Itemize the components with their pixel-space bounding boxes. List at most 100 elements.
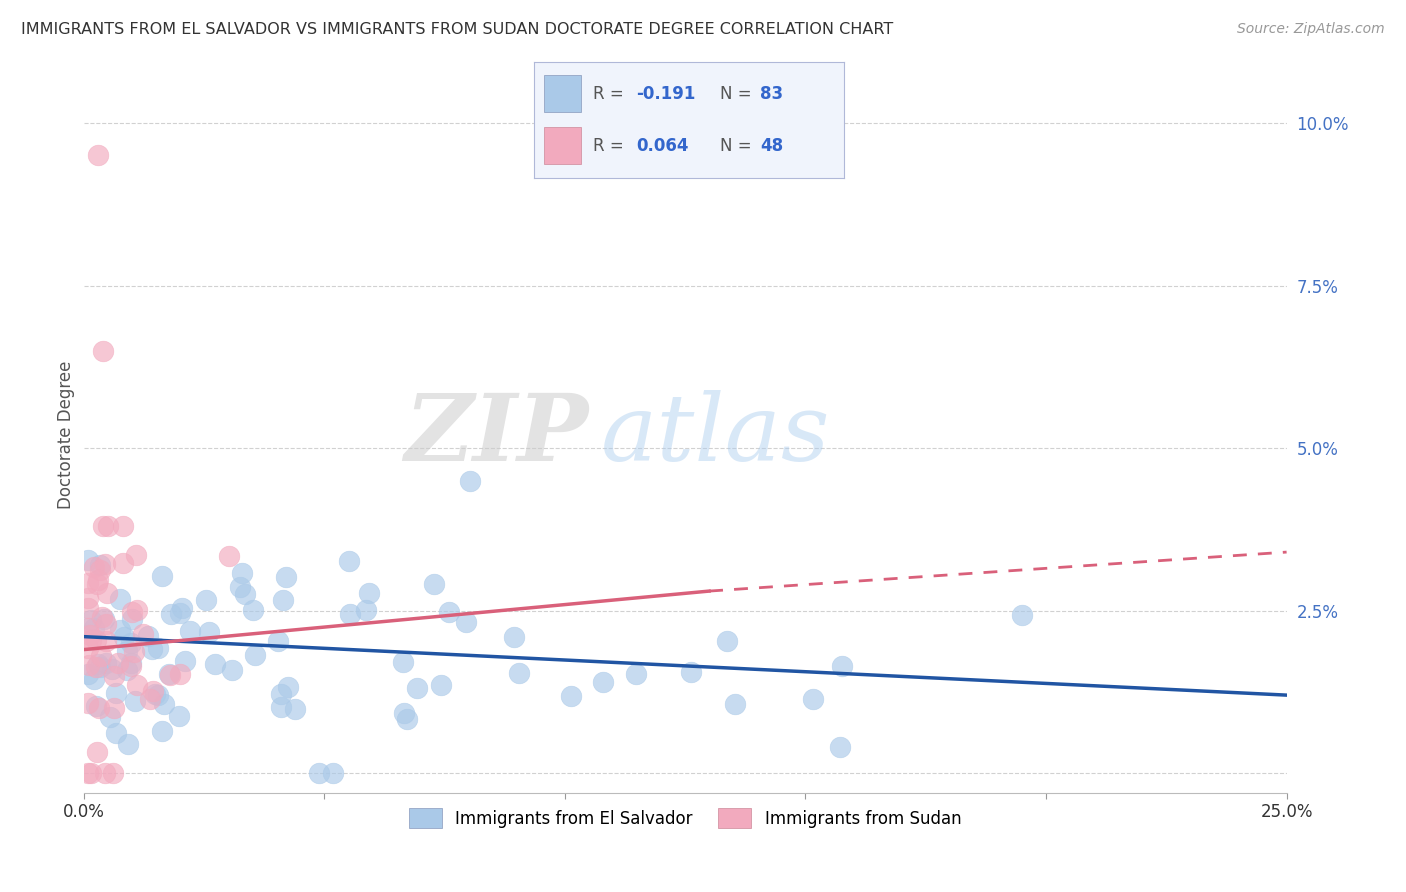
Point: [93, 766, 115, 780]
Point: [624, 667, 647, 681]
Point: [80, 613, 103, 627]
Point: [83, 559, 105, 574]
Point: [80, 766, 103, 780]
Point: [716, 634, 738, 648]
Point: [508, 665, 530, 680]
Point: [121, 612, 143, 626]
Point: [94, 558, 117, 572]
Point: [89, 563, 111, 577]
Y-axis label: Doctorate Degree: Doctorate Degree: [58, 361, 75, 509]
Point: [125, 548, 148, 562]
Point: [242, 603, 264, 617]
Point: [127, 678, 149, 692]
Point: [308, 766, 330, 780]
Point: [121, 605, 143, 619]
Point: [392, 706, 415, 720]
Point: [167, 709, 190, 723]
Point: [150, 569, 173, 583]
Point: [91, 343, 114, 358]
Point: [87, 573, 110, 587]
Bar: [544, 75, 581, 112]
Point: [77, 621, 100, 635]
Point: [112, 519, 135, 533]
Text: IMMIGRANTS FROM EL SALVADOR VS IMMIGRANTS FROM SUDAN DOCTORATE DEGREE CORRELATIO: IMMIGRANTS FROM EL SALVADOR VS IMMIGRANT…: [21, 22, 893, 37]
Point: [105, 726, 128, 740]
Point: [803, 692, 825, 706]
Point: [169, 606, 191, 620]
Point: [91, 609, 114, 624]
Point: [150, 723, 173, 738]
Point: [284, 702, 307, 716]
Point: [120, 658, 142, 673]
Point: [274, 570, 297, 584]
Point: [159, 668, 181, 682]
Point: [77, 552, 100, 566]
Point: [1011, 608, 1033, 623]
Point: [138, 629, 160, 643]
Point: [79, 657, 101, 672]
Point: [243, 648, 266, 663]
Point: [218, 549, 240, 564]
Point: [141, 642, 163, 657]
Point: [231, 566, 253, 580]
Point: [357, 585, 380, 599]
Point: [83, 672, 105, 686]
Point: [174, 654, 197, 668]
Point: [120, 656, 142, 670]
Text: -0.191: -0.191: [637, 85, 696, 103]
Point: [87, 701, 110, 715]
Point: [679, 665, 702, 679]
Point: [96, 616, 118, 631]
Point: [77, 766, 100, 780]
Point: [270, 687, 292, 701]
Point: [405, 681, 427, 695]
Point: [87, 148, 110, 162]
Point: [392, 655, 415, 669]
Point: [86, 698, 108, 713]
Point: [560, 689, 582, 703]
Point: [77, 576, 100, 591]
Point: [221, 663, 243, 677]
Point: [267, 633, 290, 648]
Point: [94, 656, 117, 670]
Point: [117, 737, 139, 751]
Point: [121, 636, 143, 650]
Point: [77, 697, 100, 711]
Point: [103, 766, 125, 780]
Bar: [544, 128, 581, 164]
Point: [337, 554, 360, 568]
Point: [103, 669, 125, 683]
Point: [270, 700, 292, 714]
Point: [79, 632, 101, 647]
Text: N =: N =: [720, 85, 756, 103]
Point: [110, 623, 132, 637]
Point: [395, 713, 418, 727]
Text: 48: 48: [761, 137, 783, 155]
Point: [146, 641, 169, 656]
Point: [110, 592, 132, 607]
Point: [159, 607, 181, 622]
Point: [100, 662, 122, 676]
Point: [93, 612, 115, 626]
Point: [77, 666, 100, 681]
Point: [83, 621, 105, 635]
Point: [831, 659, 853, 673]
Point: [322, 766, 344, 780]
Point: [430, 678, 453, 692]
Point: [195, 592, 218, 607]
Point: [142, 684, 165, 698]
Text: 83: 83: [761, 85, 783, 103]
Point: [724, 697, 747, 711]
Point: [339, 607, 361, 621]
Point: [157, 667, 180, 681]
Text: N =: N =: [720, 137, 756, 155]
Point: [94, 634, 117, 648]
Point: [96, 585, 118, 599]
Point: [91, 519, 114, 533]
Text: 0.064: 0.064: [637, 137, 689, 155]
Text: R =: R =: [593, 85, 628, 103]
Point: [84, 633, 107, 648]
Text: Source: ZipAtlas.com: Source: ZipAtlas.com: [1237, 22, 1385, 37]
Point: [229, 580, 252, 594]
Point: [592, 675, 614, 690]
